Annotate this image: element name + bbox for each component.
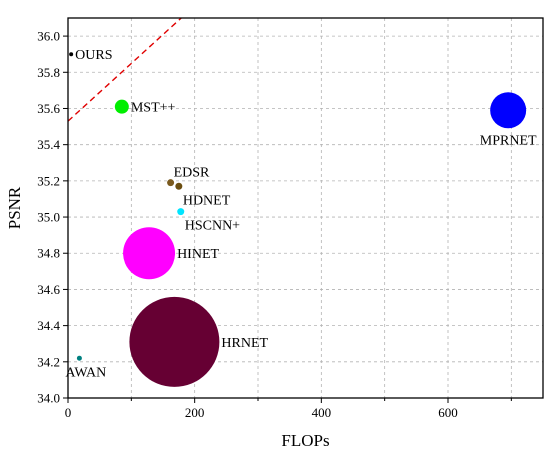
- point-labels-group: OURS MST++ MPRNET EDSR HDNET HSCNN+ HINET HRNET…: [65, 48, 537, 381]
- point-awan: [76, 355, 82, 361]
- point-label-hinet: HINET: [177, 247, 219, 262]
- trend-line: [68, 18, 183, 122]
- point-label-hrnet: HRNET: [221, 336, 268, 351]
- y-tick-label: 35.2: [37, 173, 60, 188]
- y-tick-label: 35.8: [37, 65, 60, 80]
- x-tick-label: 200: [185, 405, 205, 420]
- y-tick-label: 34.0: [37, 391, 60, 406]
- x-tick-label: 400: [312, 405, 332, 420]
- point-label-awan: AWAN: [65, 366, 106, 381]
- x-tick-label: 600: [438, 405, 458, 420]
- point-label-edsr: EDSR: [174, 166, 210, 181]
- x-tick-label: 0: [65, 405, 72, 420]
- point-label-hdnet: HDNET: [183, 193, 231, 208]
- point-hinet: [123, 227, 176, 280]
- point-hscnn: [177, 208, 185, 216]
- y-axis: 34.0 34.2 34.4 34.6 34.8 35.0 35.2 35.4 35.6 35.8…: [37, 29, 68, 406]
- trend-line-group: [68, 18, 183, 122]
- y-tick-label: 35.0: [37, 210, 60, 225]
- point-edsr: [167, 179, 175, 187]
- plot-frame: [67, 17, 544, 399]
- point-mst: [114, 99, 129, 114]
- points-group: [69, 52, 527, 387]
- point-ours: [69, 52, 74, 57]
- y-tick-label: 34.4: [37, 318, 60, 333]
- y-tick-label: 35.4: [37, 137, 60, 152]
- y-tick-label: 36.0: [37, 29, 60, 44]
- point-hdnet: [175, 182, 183, 190]
- y-axis-title: PSNR: [5, 186, 24, 229]
- x-axis-title: FLOPs: [281, 431, 329, 450]
- point-label-hscnn: HSCNN+: [185, 219, 240, 234]
- x-axis: 0 200 400 600: [65, 398, 512, 420]
- point-hrnet: [129, 296, 220, 387]
- y-tick-label: 34.2: [37, 354, 60, 369]
- point-mprnet: [490, 92, 527, 129]
- y-tick-label: 35.6: [37, 101, 60, 116]
- y-tick-label: 34.6: [37, 282, 60, 297]
- point-label-mprnet: MPRNET: [480, 133, 537, 148]
- y-tick-label: 34.8: [37, 246, 60, 261]
- point-label-mst: MST++: [131, 101, 176, 116]
- point-label-ours: OURS: [75, 48, 112, 63]
